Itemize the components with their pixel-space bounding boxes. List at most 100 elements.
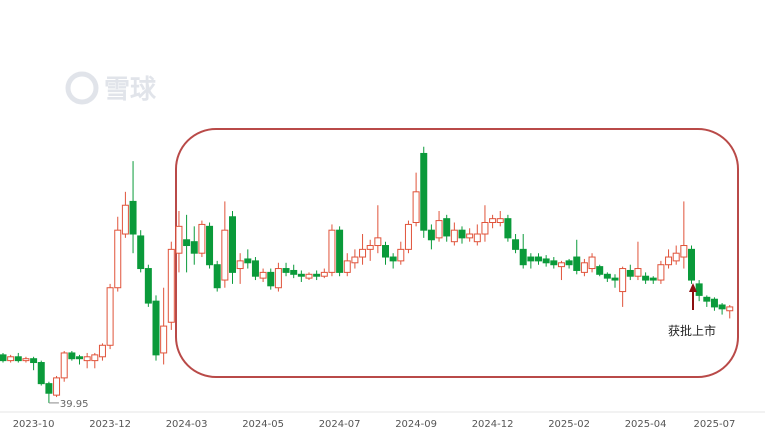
- candle-body: [121, 204, 129, 235]
- candle-body: [603, 273, 611, 279]
- candle-body: [76, 356, 83, 360]
- low-label: 39.95: [60, 399, 89, 410]
- candle-body: [229, 216, 236, 273]
- candle-body: [336, 229, 344, 273]
- watermark: 雪球: [104, 75, 157, 105]
- arrow-head: [689, 283, 697, 292]
- candle-body: [244, 258, 252, 264]
- highlight-box: [175, 128, 739, 378]
- candle-body: [175, 225, 183, 254]
- candle-body: [580, 262, 588, 273]
- candle-body: [190, 241, 198, 254]
- candle-body: [290, 269, 298, 275]
- x-tick-label: 2025-02: [548, 419, 590, 430]
- candle-body: [634, 268, 642, 277]
- candle-body: [519, 248, 527, 266]
- candle-body: [374, 237, 382, 247]
- candle-body: [320, 271, 328, 277]
- candle-body: [236, 260, 244, 270]
- candle-body: [7, 356, 15, 362]
- candle-body: [251, 260, 259, 277]
- candle-body: [53, 377, 61, 396]
- candle-body: [435, 220, 443, 239]
- candle-body: [106, 287, 114, 346]
- candle-body: [351, 256, 359, 264]
- candle-body: [14, 356, 22, 362]
- candle-body: [527, 256, 535, 262]
- candle-body: [672, 252, 680, 262]
- candle-body: [657, 264, 665, 281]
- x-tick-label: 2025-04: [625, 419, 667, 430]
- candle-body: [726, 306, 734, 312]
- candle-body: [274, 268, 282, 289]
- candle-body: [37, 362, 45, 385]
- x-tick-label: 2024-07: [319, 419, 361, 430]
- candle-body: [30, 358, 38, 364]
- candle-body: [0, 354, 7, 362]
- candle-body: [565, 260, 573, 266]
- candle-body: [45, 383, 53, 394]
- candle-body: [680, 245, 688, 258]
- candle-body: [404, 223, 412, 250]
- candle-body: [183, 239, 191, 247]
- candle-body: [114, 229, 122, 289]
- candle-body: [221, 229, 229, 281]
- candle-body: [718, 304, 726, 310]
- annotation: 获批上市: [668, 323, 716, 338]
- candle-body: [267, 271, 275, 287]
- candle-body: [573, 256, 581, 271]
- candle-body: [665, 256, 673, 266]
- candle-body: [703, 296, 711, 302]
- candle-body: [443, 218, 451, 237]
- candle-body: [382, 245, 389, 258]
- x-tick-label: 2024-03: [166, 419, 208, 430]
- candle-body: [167, 248, 175, 323]
- candle-body: [98, 344, 106, 358]
- candle-body: [22, 358, 30, 362]
- candle-body: [313, 273, 321, 277]
- candle-body: [649, 277, 657, 281]
- candle-body: [389, 256, 397, 262]
- candle-body: [588, 256, 596, 270]
- candle-body: [427, 229, 435, 241]
- watermark-logo: 雪球: [65, 71, 157, 105]
- candle-body: [412, 191, 420, 224]
- candle-body: [91, 354, 99, 362]
- candle-body: [152, 300, 160, 356]
- candle-body: [206, 225, 214, 266]
- candle-body: [626, 269, 634, 277]
- candle-body: [458, 229, 466, 239]
- candle-body: [366, 245, 374, 250]
- candle-body: [60, 352, 68, 379]
- candle-body: [137, 235, 145, 270]
- candle-body: [328, 229, 336, 273]
- x-tick-label: 2024-09: [395, 419, 437, 430]
- candle-body: [557, 262, 565, 268]
- candle-body: [642, 275, 650, 281]
- candle-body: [213, 264, 221, 289]
- candle-body: [466, 233, 474, 239]
- candle-body: [420, 152, 428, 231]
- candle-body: [596, 266, 604, 275]
- candle-body: [542, 258, 550, 264]
- candle-body: [282, 268, 290, 273]
- logo-ring: [65, 71, 99, 105]
- candle-body: [297, 273, 305, 277]
- candle-body: [695, 283, 703, 296]
- candle-body: [259, 271, 267, 279]
- candle-body: [68, 352, 76, 360]
- candle-body: [611, 277, 619, 281]
- candle-body: [504, 218, 512, 239]
- candle-body: [129, 200, 137, 235]
- candle-body: [710, 298, 718, 308]
- candle-body: [397, 248, 405, 262]
- x-tick-label: 2025-07: [694, 419, 736, 430]
- candle-body: [481, 222, 489, 235]
- candle-body: [450, 229, 458, 243]
- candle-body: [496, 218, 504, 224]
- candle-body: [619, 268, 627, 293]
- candle-body: [160, 325, 168, 354]
- candle-body: [535, 256, 542, 262]
- candle-body: [83, 356, 91, 362]
